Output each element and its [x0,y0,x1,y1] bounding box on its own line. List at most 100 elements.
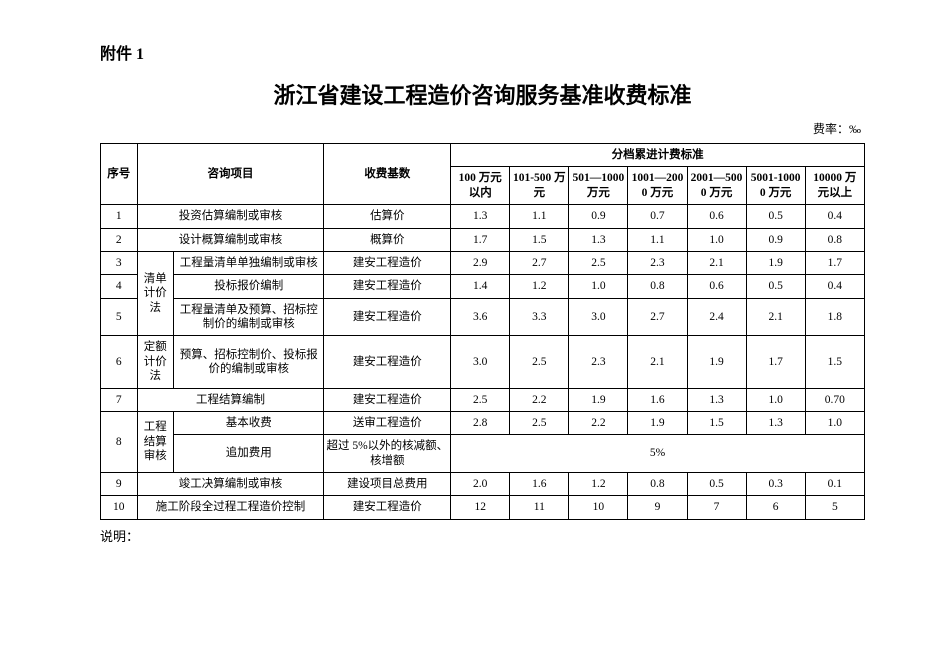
cell-val: 1.9 [628,411,687,434]
page-title: 浙江省建设工程造价咨询服务基准收费标准 [100,78,865,110]
tier-1: 100 万元以内 [451,167,510,205]
cell-val: 1.6 [628,388,687,411]
tier-2: 101-500 万元 [510,167,569,205]
cell-val: 0.9 [746,228,805,251]
table-row: 5 工程量清单及预算、招标控制价的编制或审核 建安工程造价 3.6 3.3 3.… [101,298,865,336]
cell-val: 9 [628,496,687,519]
cell-base: 建安工程造价 [324,388,451,411]
cell-item: 工程结算编制 [137,388,324,411]
cell-base: 建安工程造价 [324,496,451,519]
cell-val: 0.70 [805,388,864,411]
cell-val: 0.6 [687,275,746,298]
table-row: 4 投标报价编制 建安工程造价 1.4 1.2 1.0 0.8 0.6 0.5 … [101,275,865,298]
cell-item: 设计概算编制或审核 [137,228,324,251]
cell-val: 1.2 [510,275,569,298]
cell-val: 2.8 [451,411,510,434]
cell-seq: 9 [101,473,138,496]
rate-unit-label: 费率：‰ [100,120,865,137]
cell-base: 建安工程造价 [324,251,451,274]
cell-val: 2.7 [510,251,569,274]
cell-val: 2.2 [569,411,628,434]
cell-seq: 8 [101,411,138,472]
cell-val: 3.6 [451,298,510,336]
cell-val: 1.7 [451,228,510,251]
table-row: 8 工程结算审核 基本收费 送审工程造价 2.8 2.5 2.2 1.9 1.5… [101,411,865,434]
cell-val: 2.5 [569,251,628,274]
cell-val: 1.0 [569,275,628,298]
cell-val: 0.1 [805,473,864,496]
cell-val: 1.8 [805,298,864,336]
cell-base: 概算价 [324,228,451,251]
cell-val: 2.2 [510,388,569,411]
cell-val: 2.1 [746,298,805,336]
cell-val: 0.8 [805,228,864,251]
cell-seq: 5 [101,298,138,336]
cell-val: 1.9 [687,336,746,388]
cell-val: 1.3 [451,205,510,228]
table-row: 追加费用 超过 5%以外的核减额、核增额 5% [101,435,865,473]
cell-base: 超过 5%以外的核减额、核增额 [324,435,451,473]
cell-seq: 6 [101,336,138,388]
cell-seq: 4 [101,275,138,298]
cell-seq: 3 [101,251,138,274]
cell-val: 2.1 [687,251,746,274]
cell-val: 1.9 [569,388,628,411]
table-row: 2 设计概算编制或审核 概算价 1.7 1.5 1.3 1.1 1.0 0.9 … [101,228,865,251]
cell-val: 1.1 [628,228,687,251]
cell-val: 0.8 [628,473,687,496]
cell-base: 建安工程造价 [324,298,451,336]
tier-5: 2001—5000 万元 [687,167,746,205]
table-row: 3 清单计价法 工程量清单单独编制或审核 建安工程造价 2.9 2.7 2.5 … [101,251,865,274]
cell-val: 2.5 [510,336,569,388]
cell-val: 1.5 [687,411,746,434]
cell-item: 工程量清单及预算、招标控制价的编制或审核 [174,298,324,336]
cell-base: 送审工程造价 [324,411,451,434]
cell-val: 0.4 [805,205,864,228]
col-tiered: 分档累进计费标准 [451,144,865,167]
cell-val: 2.9 [451,251,510,274]
cell-val: 2.3 [569,336,628,388]
cell-val: 1.9 [746,251,805,274]
cell-val: 1.1 [510,205,569,228]
cell-val: 0.9 [569,205,628,228]
cell-item: 施工阶段全过程工程造价控制 [137,496,324,519]
col-base: 收费基数 [324,144,451,205]
table-row: 1 投资估算编制或审核 估算价 1.3 1.1 0.9 0.7 0.6 0.5 … [101,205,865,228]
cell-val: 5 [805,496,864,519]
tier-4: 1001—2000 万元 [628,167,687,205]
cell-val: 10 [569,496,628,519]
cell-val: 0.5 [746,275,805,298]
tier-6: 5001-10000 万元 [746,167,805,205]
cell-val: 1.3 [746,411,805,434]
cell-base: 建安工程造价 [324,336,451,388]
cell-val: 1.6 [510,473,569,496]
cell-base: 建安工程造价 [324,275,451,298]
cell-val: 2.0 [451,473,510,496]
cell-val: 2.5 [451,388,510,411]
cell-val: 0.3 [746,473,805,496]
cell-val: 6 [746,496,805,519]
cell-val: 2.3 [628,251,687,274]
cell-val: 0.6 [687,205,746,228]
table-row: 10 施工阶段全过程工程造价控制 建安工程造价 12 11 10 9 7 6 5 [101,496,865,519]
cell-item: 工程量清单单独编制或审核 [174,251,324,274]
table-row: 7 工程结算编制 建安工程造价 2.5 2.2 1.9 1.6 1.3 1.0 … [101,388,865,411]
method-group-quota: 定额计价法 [137,336,174,388]
cell-val: 12 [451,496,510,519]
table-row: 6 定额计价法 预算、招标控制价、投标报价的编制或审核 建安工程造价 3.0 2… [101,336,865,388]
fee-standard-table: 序号 咨询项目 收费基数 分档累进计费标准 100 万元以内 101-500 万… [100,143,865,520]
cell-val: 1.7 [805,251,864,274]
cell-val: 0.8 [628,275,687,298]
cell-seq: 1 [101,205,138,228]
cell-val: 0.4 [805,275,864,298]
cell-val: 1.7 [746,336,805,388]
cell-val: 1.0 [687,228,746,251]
cell-val: 2.5 [510,411,569,434]
cell-val: 2.7 [628,298,687,336]
cell-val: 1.3 [687,388,746,411]
cell-val: 0.7 [628,205,687,228]
cell-item: 追加费用 [174,435,324,473]
method-group-settlement: 工程结算审核 [137,411,174,472]
cell-item: 基本收费 [174,411,324,434]
cell-val: 1.4 [451,275,510,298]
